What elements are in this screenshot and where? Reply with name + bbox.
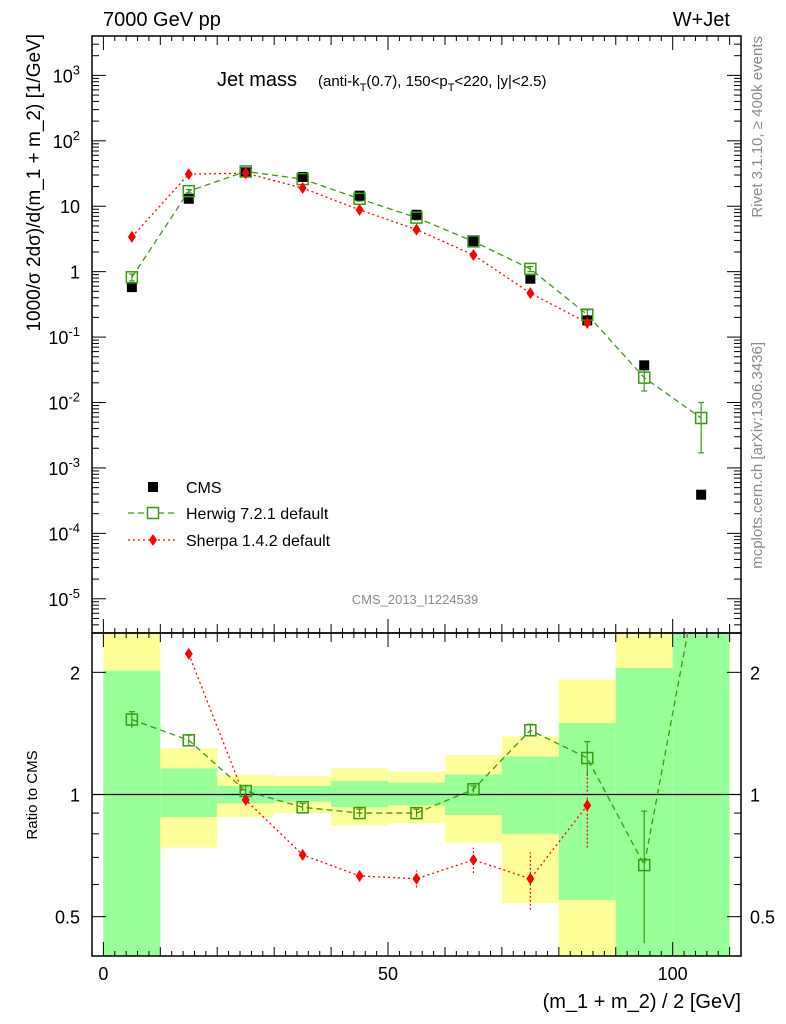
herwig-data-point xyxy=(182,184,196,198)
cms-data-point xyxy=(525,273,536,284)
y-tick-label: 103 xyxy=(53,62,80,86)
y-tick-label: 102 xyxy=(53,128,80,152)
y-tick-label: 10-4 xyxy=(48,520,80,544)
x-tick-label: 50 xyxy=(378,964,398,984)
y-axis-label: 1000/σ 2dσ)/d(m_1 + m_2) [1/GeV] xyxy=(24,34,45,332)
sherpa-data-point xyxy=(355,203,364,216)
chart-subtitle: (anti-kT(0.7), 150<pT<220, |y|<2.5) xyxy=(318,73,547,94)
ratio-sherpa-point xyxy=(298,848,307,861)
legend-cms-marker xyxy=(148,482,158,492)
cms-data-point xyxy=(183,193,194,204)
ratio-herwig-point xyxy=(467,783,480,796)
ratio-herwig-point xyxy=(182,734,196,747)
sherpa-data-point xyxy=(583,316,592,329)
ratio-y-tick-label: 2 xyxy=(70,663,80,683)
ratio-herwig-point xyxy=(524,723,537,737)
side-text-bottom: mcplots.cern.ch [arXiv:1306.3436] xyxy=(749,342,766,569)
cms-data-point xyxy=(297,171,308,182)
y-tick-label: 10-3 xyxy=(48,455,80,479)
cms-data-point xyxy=(354,190,365,201)
chart-title: Jet mass xyxy=(217,69,297,91)
uncertainty-band-green xyxy=(501,756,559,834)
ratio-sherpa-point xyxy=(355,869,364,882)
cms-data-point xyxy=(411,209,422,220)
cms-data-point xyxy=(126,282,137,293)
herwig-data-point xyxy=(524,262,537,276)
cms-data-point xyxy=(639,360,650,371)
herwig-data-point xyxy=(125,271,139,284)
sherpa-data-point xyxy=(412,223,421,236)
y-tick-label: 10-1 xyxy=(48,324,80,348)
legend-sherpa-label: Sherpa 1.4.2 default xyxy=(186,533,331,550)
ratio-sherpa-line xyxy=(188,653,588,880)
ratio-sherpa-point xyxy=(241,793,250,806)
x-tick-label: 0 xyxy=(98,964,108,984)
ratio-sherpa-point xyxy=(526,872,535,885)
ratio-herwig-point xyxy=(637,858,651,872)
ratio-sherpa-point xyxy=(469,853,478,866)
x-axis-label: (m_1 + m_2) / 2 [GeV] xyxy=(543,991,741,1013)
ratio-y-tick-label-right: 0.5 xyxy=(750,908,775,928)
ratio-herwig-point xyxy=(353,806,366,820)
ratio-sherpa-point xyxy=(583,799,592,812)
ratio-sherpa-point xyxy=(184,647,193,660)
ratio-herwig-point xyxy=(125,713,139,726)
x-tick-label: 100 xyxy=(658,964,688,984)
ratio-y-tick-label: 0.5 xyxy=(55,908,80,928)
sherpa-data-point xyxy=(469,248,478,261)
ratio-y-axis-label: Ratio to CMS xyxy=(24,750,41,839)
cms-data-point xyxy=(696,489,707,500)
herwig-data-point xyxy=(694,411,708,425)
header-left: 7000 GeV pp xyxy=(103,9,221,31)
y-tick-label: 1 xyxy=(70,263,80,283)
sherpa-data-point xyxy=(241,167,250,180)
uncertainty-band-green xyxy=(274,785,332,802)
legend-cms-label: CMS xyxy=(186,480,222,497)
sherpa-data-point xyxy=(184,168,193,181)
cms-data-point xyxy=(468,236,479,247)
legend-herwig-label: Herwig 7.2.1 default xyxy=(186,506,329,523)
ratio-sherpa-point xyxy=(412,872,421,885)
y-tick-label: 10 xyxy=(60,197,80,217)
ratio-herwig-point xyxy=(296,801,309,814)
header-right: W+Jet xyxy=(673,9,731,31)
y-tick-label: 10-2 xyxy=(48,390,80,414)
herwig-data-point xyxy=(637,371,651,384)
ratio-y-tick-label-right: 1 xyxy=(750,786,760,806)
herwig-line xyxy=(131,170,702,419)
uncertainty-band-green xyxy=(160,768,218,818)
sherpa-data-point xyxy=(127,230,136,243)
ratio-series-group xyxy=(125,633,689,944)
ratio-herwig-point xyxy=(410,806,423,820)
sherpa-data-point xyxy=(298,182,307,195)
ratio-y-tick-label: 1 xyxy=(70,786,80,806)
legend-sherpa-marker xyxy=(149,534,157,546)
herwig-data-point xyxy=(467,235,480,248)
y-tick-label: 10-5 xyxy=(48,586,80,610)
watermark: CMS_2013_I1224539 xyxy=(352,592,479,607)
ratio-herwig-point xyxy=(581,751,594,765)
side-text-top: Rivet 3.1.10, ≥ 400k events xyxy=(749,36,766,218)
sherpa-data-point xyxy=(526,287,535,300)
ratio-y-tick-label-right: 2 xyxy=(750,663,760,683)
herwig-data-point xyxy=(410,211,423,224)
legend-herwig-marker xyxy=(146,506,160,520)
